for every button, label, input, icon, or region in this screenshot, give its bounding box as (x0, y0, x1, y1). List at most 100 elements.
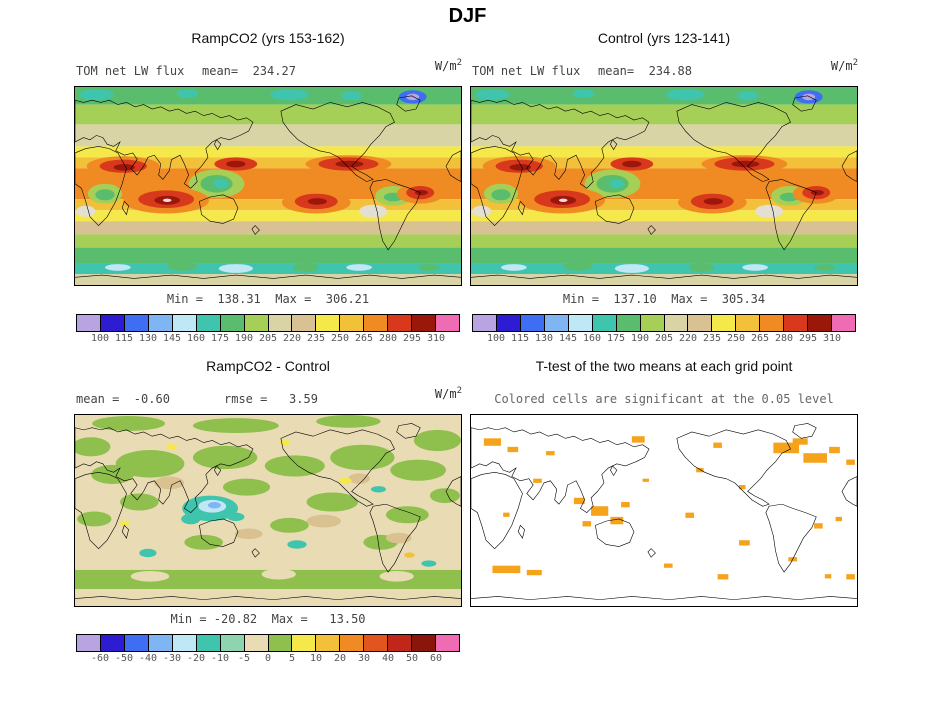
colorbar-tick-label: 265 (354, 333, 374, 344)
coastline (842, 151, 857, 182)
minmax-label: Min = 137.10 Max = 305.34 (562, 292, 766, 306)
colorbar-segment (436, 635, 459, 651)
coastline (214, 466, 220, 476)
units-label: W/m2 (831, 58, 858, 73)
coastline (122, 525, 128, 538)
map-blob (348, 473, 370, 484)
colorbar (76, 634, 460, 652)
map-blob (558, 198, 568, 202)
significant-cell (773, 442, 800, 454)
coastline (471, 275, 857, 278)
colorbar-tick-label: -5 (237, 653, 251, 664)
colorbar-tick-label: 145 (558, 333, 578, 344)
significant-cell (533, 478, 542, 483)
colorbar-segment (784, 315, 809, 331)
panel-difference: RampCO2 - Control mean = -0.60 rmse = 3.… (74, 358, 462, 708)
colorbar-segment (268, 315, 293, 331)
map-blob (184, 534, 223, 550)
map-blob (115, 450, 185, 478)
significant-cell (546, 451, 555, 456)
map-blob (130, 570, 170, 582)
colorbar-labels: 100 115 130 145 160 175 190 205 220 235 250 265 280 2… (472, 333, 856, 345)
map-band (75, 247, 461, 263)
significant-cell (492, 565, 521, 574)
map-band (75, 569, 461, 590)
map-band (471, 87, 857, 105)
colorbar-segment (760, 315, 785, 331)
coastline (595, 195, 634, 224)
colorbar (76, 314, 460, 332)
map-blob (736, 91, 759, 101)
significant-cell (621, 502, 630, 508)
map-blob (92, 416, 166, 431)
colorbar-segment (388, 635, 413, 651)
map-band (471, 124, 857, 147)
map-band (75, 210, 461, 222)
map-band (471, 274, 857, 285)
map-blob (421, 560, 437, 567)
coastline (446, 151, 461, 182)
colorbar-tick-label: 190 (630, 333, 650, 344)
colorbar-tick-label: 100 (486, 333, 506, 344)
mean-value: mean = -0.60 (76, 392, 170, 406)
colorbar-segment (172, 315, 197, 331)
colorbar-tick-label: 130 (138, 333, 158, 344)
coastline (370, 179, 420, 249)
coastline (199, 519, 238, 547)
map-band (75, 234, 461, 248)
colorbar-tick-label: 205 (654, 333, 674, 344)
colorbar-segment (220, 635, 245, 651)
colorbar-segment (664, 315, 689, 331)
map-blob (292, 263, 319, 272)
map-frame (470, 86, 858, 286)
units-base: W/m (434, 387, 457, 401)
field-label: TOM net LW flux (76, 64, 185, 78)
coastline (471, 146, 522, 225)
map-blob (176, 89, 199, 98)
coastline (75, 100, 253, 188)
coastline (471, 596, 857, 599)
map-blob (167, 261, 198, 271)
coastline (252, 549, 260, 557)
colorbar-segment (808, 315, 833, 331)
colorbar-segment (196, 635, 221, 651)
map-blob (307, 198, 327, 205)
coastline (75, 146, 126, 225)
colorbar-segment (244, 315, 269, 331)
coastline (595, 519, 634, 547)
minmax-label: Min = 138.31 Max = 306.21 (166, 292, 370, 306)
coastline (518, 525, 524, 538)
map-blob (501, 264, 527, 271)
map-blob (370, 486, 386, 493)
coastline (397, 96, 421, 111)
colorbar-tick-label: 145 (162, 333, 182, 344)
map-blob (404, 552, 415, 558)
map-blob (227, 512, 245, 522)
map-blob (475, 89, 510, 101)
map-band (471, 199, 857, 211)
map-blob (76, 205, 96, 217)
colorbar-segment (77, 315, 101, 331)
significant-cell (507, 446, 519, 453)
map-blob (385, 506, 429, 524)
colorbar-tick-label: 310 (822, 333, 842, 344)
significant-cell (696, 468, 704, 473)
colorbar-segment (520, 315, 545, 331)
colorbar-tick-label: 235 (306, 333, 326, 344)
map-blob (207, 502, 221, 509)
coastline (199, 195, 238, 224)
figure-title: DJF (448, 5, 487, 27)
coastline (471, 472, 522, 548)
map-band (75, 146, 461, 158)
units-base: W/m (434, 59, 457, 73)
significant-cell (582, 521, 592, 527)
colorbar-segment (568, 315, 593, 331)
colorbar-segment (316, 635, 341, 651)
significant-cell (846, 459, 855, 465)
minmax-label: Min = -20.82 Max = 13.50 (170, 612, 366, 626)
map-blob (279, 439, 291, 446)
map-band (471, 247, 857, 263)
colorbar-tick-label: 115 (510, 333, 530, 344)
colorbar-segment (100, 635, 125, 651)
mean-value: mean= 234.88 (598, 64, 692, 78)
